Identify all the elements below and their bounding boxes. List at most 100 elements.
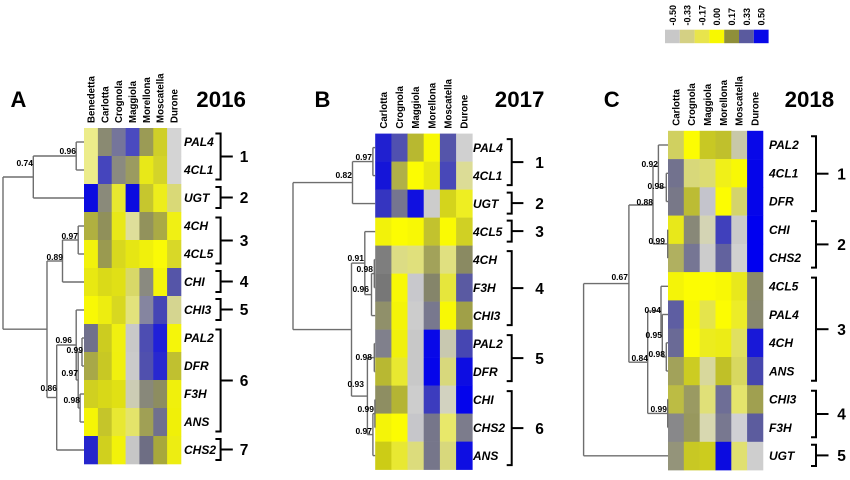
svg-text:4CL1: 4CL1 [472,169,503,183]
svg-text:0.98: 0.98 [355,352,372,362]
svg-text:DFR: DFR [184,359,209,373]
svg-text:2: 2 [240,190,249,207]
svg-text:Crognola: Crognola [395,85,406,128]
svg-text:0.96: 0.96 [59,146,76,156]
svg-text:0.88: 0.88 [636,197,653,207]
svg-text:4: 4 [240,274,249,291]
svg-text:CHS2: CHS2 [473,421,505,435]
svg-text:CHS2: CHS2 [769,251,801,265]
svg-text:UGT: UGT [184,191,211,205]
svg-text:Benedetta: Benedetta [86,76,97,123]
svg-text:3: 3 [837,322,846,339]
svg-text:-0.17: -0.17 [697,5,707,26]
svg-text:PAL4: PAL4 [184,135,214,149]
svg-text:0.97: 0.97 [61,231,78,241]
svg-text:0.91: 0.91 [347,253,364,263]
svg-text:5: 5 [535,351,544,368]
svg-text:Durone: Durone [170,88,181,123]
svg-text:0.94: 0.94 [644,305,661,315]
svg-text:4CL5: 4CL5 [472,225,503,239]
svg-text:0.33: 0.33 [742,8,752,26]
svg-text:0.82: 0.82 [335,170,352,180]
svg-text:2018: 2018 [785,87,835,112]
svg-text:Moscatella: Moscatella [444,78,455,128]
svg-text:0.99: 0.99 [648,236,665,246]
svg-text:CHI3: CHI3 [473,309,501,323]
svg-text:2: 2 [837,237,846,254]
svg-text:Carlotta: Carlotta [379,91,390,128]
svg-text:Maggiola: Maggiola [411,86,422,129]
svg-text:0.84: 0.84 [631,353,648,363]
svg-text:0.98: 0.98 [647,181,664,191]
svg-text:Crognola: Crognola [114,80,125,123]
svg-text:4CL1: 4CL1 [768,166,799,180]
svg-text:0.67: 0.67 [611,272,628,282]
svg-text:0.86: 0.86 [40,383,57,393]
svg-text:UGT: UGT [473,197,500,211]
svg-text:0.93: 0.93 [347,379,364,389]
svg-text:CHI: CHI [473,393,494,407]
svg-text:Crognola: Crognola [687,83,698,126]
svg-text:3: 3 [535,224,544,241]
svg-text:0.98: 0.98 [648,349,665,359]
svg-text:PAL2: PAL2 [184,331,214,345]
svg-text:PAL4: PAL4 [769,308,799,322]
svg-text:5: 5 [240,302,249,319]
svg-text:0.17: 0.17 [727,8,737,26]
svg-text:4CH: 4CH [183,219,208,233]
svg-text:1: 1 [240,149,249,166]
svg-text:4CL1: 4CL1 [183,163,214,177]
svg-text:4: 4 [837,407,846,424]
svg-text:CHI: CHI [184,275,205,289]
svg-text:0.98: 0.98 [63,395,80,405]
svg-text:0.96: 0.96 [352,284,369,294]
svg-text:C: C [604,87,620,112]
svg-text:0.99: 0.99 [650,404,667,414]
svg-text:Carlotta: Carlotta [671,89,682,126]
svg-text:2016: 2016 [196,87,246,112]
svg-text:Maggiola: Maggiola [703,83,714,126]
svg-text:-0.50: -0.50 [668,5,678,26]
svg-text:0.89: 0.89 [46,252,63,262]
svg-text:Morellona: Morellona [142,77,153,123]
svg-text:0.95: 0.95 [645,330,662,340]
svg-text:0.97: 0.97 [61,368,78,378]
svg-text:UGT: UGT [769,449,796,463]
svg-text:0.97: 0.97 [355,426,372,436]
svg-text:4CL5: 4CL5 [768,280,799,294]
svg-text:4: 4 [535,281,544,298]
svg-text:Morellona: Morellona [427,82,438,128]
svg-text:B: B [315,87,331,112]
svg-text:Durone: Durone [460,94,471,129]
svg-text:3: 3 [240,233,249,250]
svg-text:CHI3: CHI3 [184,303,212,317]
svg-text:Carlotta: Carlotta [100,86,111,123]
svg-text:4CH: 4CH [768,336,793,350]
svg-text:ANS: ANS [183,415,209,429]
svg-text:0.99: 0.99 [357,404,374,414]
svg-text:Moscatella: Moscatella [735,76,746,126]
svg-text:-0.33: -0.33 [683,5,693,26]
svg-text:1: 1 [535,155,544,172]
svg-text:4CH: 4CH [472,253,497,267]
svg-text:0.99: 0.99 [66,345,83,355]
svg-text:CHS2: CHS2 [184,443,216,457]
svg-text:Durone: Durone [751,91,762,126]
svg-text:Moscatella: Moscatella [156,73,167,123]
svg-text:F3H: F3H [473,281,496,295]
svg-text:F3H: F3H [184,387,207,401]
svg-text:7: 7 [240,442,249,459]
svg-text:A: A [11,87,27,112]
svg-text:0.50: 0.50 [757,8,767,26]
svg-text:0.74: 0.74 [16,158,33,168]
svg-text:1: 1 [837,166,846,183]
svg-text:Morellona: Morellona [719,79,730,125]
svg-text:2: 2 [535,196,544,213]
svg-text:CHI: CHI [769,223,790,237]
svg-text:0.92: 0.92 [641,159,658,169]
svg-text:Maggiola: Maggiola [128,80,139,123]
svg-text:PAL4: PAL4 [473,141,503,155]
svg-text:ANS: ANS [472,449,498,463]
svg-text:4CL5: 4CL5 [183,247,214,261]
svg-text:DFR: DFR [473,365,498,379]
